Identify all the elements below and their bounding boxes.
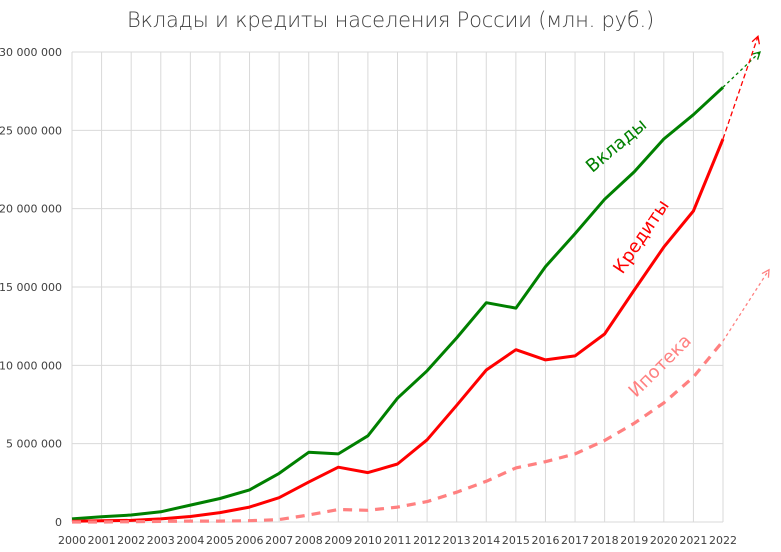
x-tick-label: 2002 [117,534,145,547]
x-tick-label: 2012 [413,534,441,547]
series-lines [71,86,725,524]
x-tick-label: 2008 [295,534,323,547]
x-tick-label: 2013 [443,534,471,547]
x-tick-label: 2016 [531,534,559,547]
series-line [71,138,725,523]
x-tick-label: 2001 [88,534,116,547]
trend-arrow [722,269,770,342]
x-tick-label: 2020 [650,534,678,547]
y-tick-label: 15 000 000 [0,281,62,294]
y-tick-label: 5 000 000 [6,438,62,451]
y-tick-label: 30 000 000 [0,46,62,59]
y-tick-label: 20 000 000 [0,203,62,216]
x-tick-label: 2005 [206,534,234,547]
x-tick-label: 2022 [709,534,737,547]
trend-arrows [722,35,770,342]
label-deposits: Вклады [582,114,651,177]
y-axis-ticks: 0 5 000 000 10 000 000 15 000 000 20 000 000… [0,46,62,529]
x-tick-label: 2006 [236,534,264,547]
x-tick-label: 2004 [176,534,204,547]
grid [71,51,724,523]
y-tick-label: 10 000 000 [0,359,62,372]
x-tick-label: 2007 [265,534,293,547]
arrow-head-icon [761,268,770,278]
y-tick-label: 0 [55,516,62,529]
x-tick-label: 2017 [561,534,589,547]
x-tick-label: 2003 [147,534,175,547]
x-tick-label: 2000 [58,534,86,547]
y-tick-label: 25 000 000 [0,124,62,137]
trend-arrow [722,51,761,88]
x-tick-label: 2010 [354,534,382,547]
chart-title: Вклады и кредиты населения России (млн. … [126,8,655,32]
x-tick-label: 2018 [591,534,619,547]
x-axis-ticks: 2000 2001 2002 2003 2004 2005 2006 2007 2008 2009… [58,534,737,547]
x-tick-label: 2019 [620,534,648,547]
x-tick-label: 2009 [324,534,352,547]
trend-arrow [722,36,759,140]
x-tick-label: 2015 [502,534,530,547]
arrow-head-icon [751,35,761,45]
label-mortgage: Ипотека [625,331,696,402]
x-tick-label: 2014 [472,534,500,547]
x-tick-label: 2011 [384,534,412,547]
series-line [72,339,725,524]
arrow-head-icon [752,51,761,60]
series-line [71,86,725,521]
series-labels: Вклады Кредиты Ипотека [582,114,696,401]
x-tick-label: 2021 [679,534,707,547]
